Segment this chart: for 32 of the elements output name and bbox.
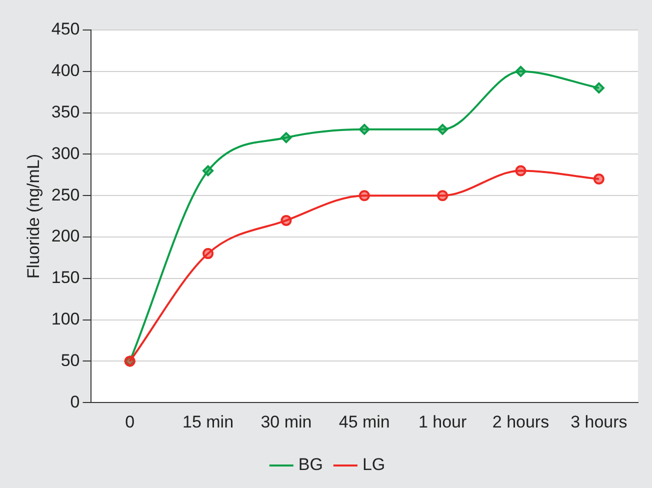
point (280, 214, 292, 226)
legend-label: LG (362, 455, 386, 474)
y-tick-label: 50 (60, 350, 80, 370)
y-tick-label: 100 (51, 309, 80, 328)
x-tick-label: 45 min (338, 412, 390, 432)
point (593, 82, 604, 94)
x-tick-label: 2 hours (492, 412, 550, 432)
y-tick-label: 150 (51, 268, 80, 288)
point (437, 124, 448, 135)
y-tick-label: 0 (70, 392, 80, 412)
y-axis-title: Fluoride (ng/mL) (24, 154, 43, 279)
y-tick-label: 350 (51, 102, 80, 122)
point (202, 248, 214, 260)
x-tick-label: 15 min (182, 412, 234, 432)
point (593, 174, 604, 185)
point (515, 66, 526, 77)
legend-label: BG (298, 455, 323, 474)
y-tick-label: 250 (51, 185, 80, 204)
point (358, 190, 370, 202)
point (358, 124, 370, 135)
point (202, 165, 214, 176)
y-tick-label: 450 (51, 20, 80, 39)
y-tick-label: 200 (51, 226, 80, 246)
x-tick-label: 30 min (260, 412, 312, 432)
x-tick-label: 0 (125, 412, 135, 432)
x-tick-label: 1 hour (418, 412, 467, 432)
x-tick-label: 3 hours (570, 412, 628, 432)
y-tick-label: 400 (51, 61, 80, 80)
point (280, 132, 292, 144)
point (515, 165, 526, 176)
y-tick-label: 300 (51, 144, 80, 163)
point (437, 190, 448, 202)
